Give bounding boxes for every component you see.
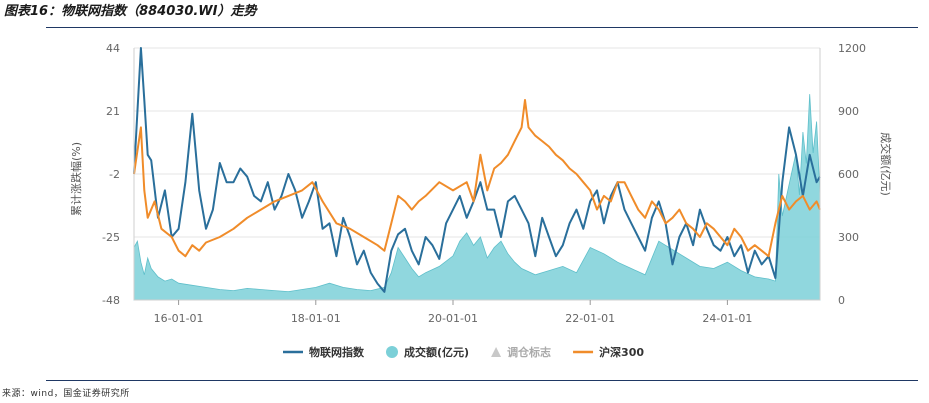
legend: 物联网指数 成交额(亿元) 调仓标志 沪深300 [283, 345, 644, 359]
legend-item: 成交额(亿元) [386, 345, 469, 359]
legend-item: 物联网指数 [283, 345, 365, 359]
legend-item: 沪深300 [573, 345, 644, 359]
legend-item: 调仓标志 [491, 345, 551, 359]
right-axis-title: 成交额(亿元) [879, 132, 893, 196]
legend-label: 沪深300 [599, 345, 644, 359]
right-tick-label: 600 [838, 168, 859, 181]
right-tick-label: 900 [838, 105, 859, 118]
volume-area [133, 94, 821, 301]
left-tick-label: -48 [102, 294, 120, 307]
legend-triangle-swatch [491, 347, 502, 357]
top-rule [46, 27, 918, 28]
left-tick-label: -25 [102, 231, 120, 244]
legend-circle-swatch [386, 346, 398, 358]
right-tick-label: 1200 [838, 42, 866, 55]
hs300-line [133, 99, 821, 258]
x-tick-label: 16-01-01 [154, 312, 204, 325]
x-tick-label: 20-01-01 [428, 312, 478, 325]
source-note: 来源：wind，国金证券研究所 [2, 389, 130, 399]
left-axis-title: 累计涨跌幅(%) [69, 142, 83, 216]
bottom-rule [46, 380, 918, 381]
right-tick-label: 300 [838, 231, 859, 244]
left-tick-label: 21 [106, 105, 120, 118]
right-tick-label: 0 [838, 294, 845, 307]
legend-label: 物联网指数 [309, 345, 365, 359]
x-tick-label: 24-01-01 [702, 312, 752, 325]
figure-title: 图表16：物联网指数（884030.WI）走势 [4, 4, 257, 19]
x-tick-label: 18-01-01 [291, 312, 341, 325]
left-tick-label: -2 [109, 168, 120, 181]
x-tick-label: 22-01-01 [565, 312, 615, 325]
chart: 44 21 -2 -25 -48 1200 900 600 300 0 16-01-01 18-01-… [69, 42, 893, 359]
series-layer [133, 47, 821, 301]
left-tick-label: 44 [106, 42, 120, 55]
axes: 44 21 -2 -25 -48 1200 900 600 300 0 16-01-01 18-01-… [69, 42, 893, 325]
legend-label: 调仓标志 [507, 345, 551, 359]
legend-label: 成交额(亿元) [404, 345, 469, 359]
